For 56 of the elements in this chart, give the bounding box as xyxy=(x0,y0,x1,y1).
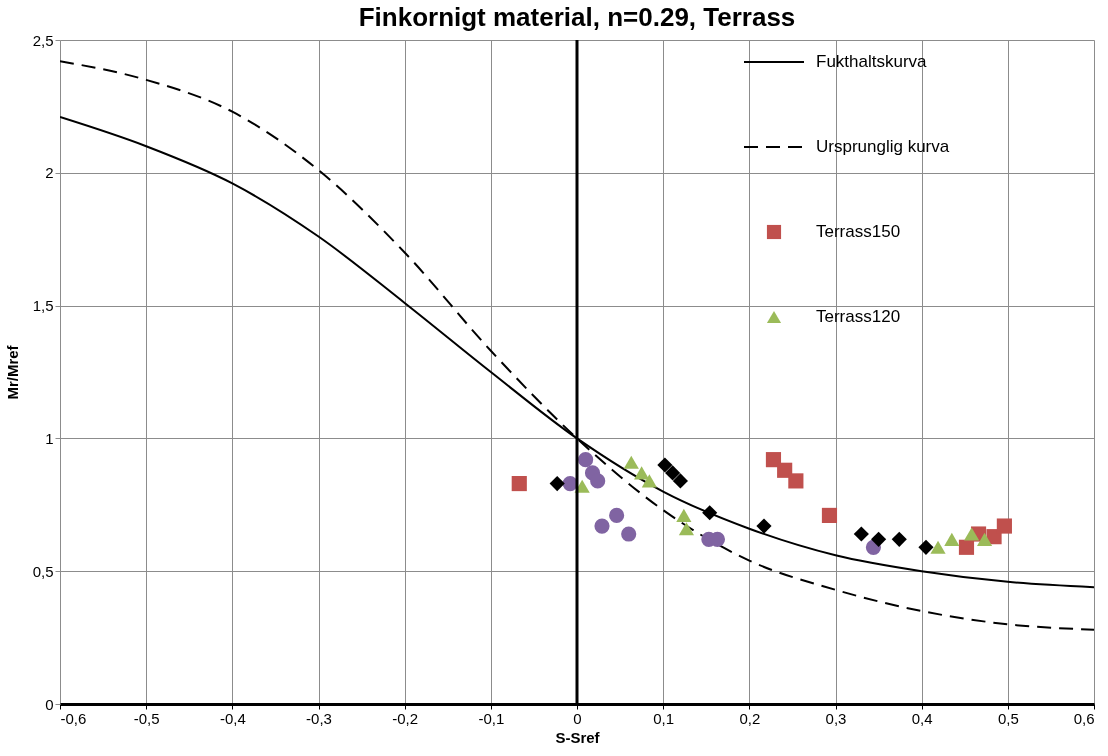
point xyxy=(891,531,907,547)
x-tick-label: 0,2 xyxy=(739,709,761,727)
x-tick-label: 0,3 xyxy=(825,709,847,727)
x-tick-label: -0,6 xyxy=(60,709,87,727)
legend-label: Ursprunglig kurva xyxy=(816,137,950,156)
x-tick-label: 0,1 xyxy=(653,709,675,727)
legend-label: Fukthaltskurva xyxy=(816,52,928,71)
point xyxy=(678,522,695,536)
y-tick-label: 0,5 xyxy=(32,562,54,580)
point xyxy=(676,508,692,522)
x-tick-label: -0,3 xyxy=(306,709,332,727)
point xyxy=(609,507,625,523)
point xyxy=(657,457,673,473)
point xyxy=(964,527,980,541)
legend-label: Terrass150 xyxy=(816,222,901,241)
point xyxy=(549,475,565,492)
y-axis-title: Mr/Mref xyxy=(3,344,21,400)
point xyxy=(511,475,527,492)
y-tick-label: 0 xyxy=(45,695,54,713)
point xyxy=(853,526,869,542)
point xyxy=(672,473,688,489)
point xyxy=(765,452,782,468)
point xyxy=(871,531,887,547)
point xyxy=(623,455,639,469)
x-tick-label: 0,4 xyxy=(911,709,933,727)
legend-label: Terrass120 xyxy=(816,307,901,326)
point xyxy=(976,532,993,546)
point xyxy=(996,518,1012,534)
x-tick-label: 0,6 xyxy=(1073,709,1095,727)
x-tick-label: -0,2 xyxy=(392,709,419,727)
point xyxy=(594,518,610,534)
point xyxy=(944,532,960,546)
point xyxy=(702,505,718,521)
x-tick-label: 0 xyxy=(573,709,582,727)
point xyxy=(634,466,650,480)
x-axis-title: S-Sref xyxy=(555,728,601,746)
y-tick-label: 2 xyxy=(45,164,54,182)
x-tick-label: -0,5 xyxy=(133,709,160,727)
y-tick-label: 1 xyxy=(45,429,54,447)
point xyxy=(958,539,975,555)
point xyxy=(578,452,594,468)
point xyxy=(665,465,681,481)
point xyxy=(590,473,606,489)
point xyxy=(756,518,772,534)
y-tick-label: 2,5 xyxy=(32,31,54,49)
y-tick-label: 1,5 xyxy=(32,297,54,315)
chart-title: Finkornigt material, n=0.29, Terrass xyxy=(358,2,796,32)
point xyxy=(821,507,838,524)
point xyxy=(918,539,934,555)
point xyxy=(621,526,637,542)
point xyxy=(930,540,946,554)
x-tick-label: -0,1 xyxy=(478,709,505,727)
x-tick-label: -0,4 xyxy=(219,709,246,727)
point xyxy=(788,473,804,489)
point xyxy=(641,474,657,488)
x-tick-label: 0,5 xyxy=(997,709,1019,727)
